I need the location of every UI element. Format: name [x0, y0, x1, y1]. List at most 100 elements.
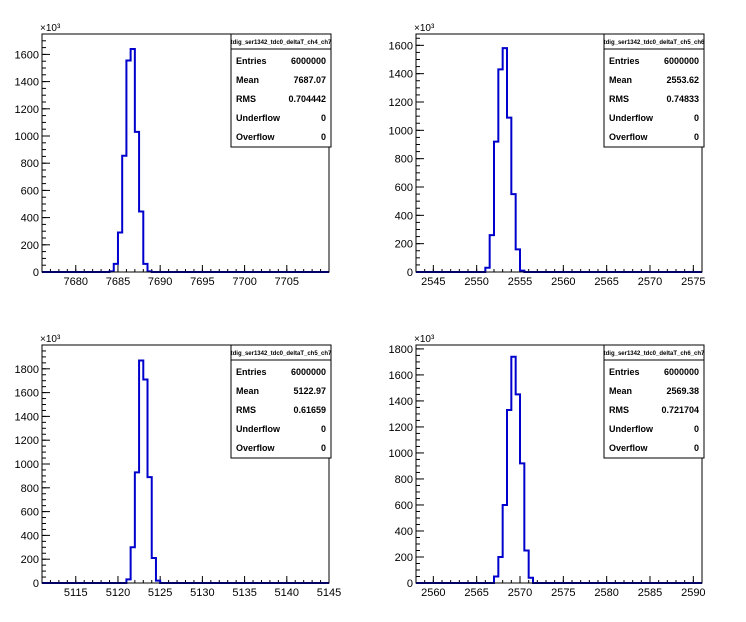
histogram-bin [143, 264, 147, 272]
y-tick-label: 1800 [15, 364, 39, 376]
stats-box: tdig_ser1342_tdc0_deltaT_ch5_ch6 Entries 6… [603, 33, 705, 148]
stats-value: 2553.62 [666, 75, 699, 85]
x-tick-label: 5120 [106, 587, 130, 599]
plot-frame [41, 33, 330, 273]
stats-label: Overflow [609, 132, 649, 142]
x-tick-label: 2550 [464, 276, 488, 288]
stats-value: 0 [321, 424, 326, 434]
y-exponent-label: ×10³ [40, 334, 61, 345]
stats-label: RMS [236, 405, 256, 415]
x-tick-label: 2565 [464, 587, 488, 599]
stats-box: tdig_ser1342_tdc0_deltaT_ch4_ch7 Entries 6… [230, 33, 332, 148]
stats-value: 0 [694, 424, 699, 434]
histogram-bin [131, 547, 135, 583]
histogram-bin [148, 477, 152, 583]
stats-label: Underflow [236, 424, 281, 434]
histogram-bin [135, 472, 139, 583]
y-tick-label: 600 [395, 182, 413, 194]
y-tick-label: 600 [395, 500, 413, 512]
y-exponent-label: ×10³ [414, 23, 435, 34]
histogram-bin [135, 132, 139, 272]
y-tick-label: 1800 [389, 344, 413, 356]
histogram-pad-1: 7680 7685 7690 7695 7700 7705 0 200 400 600 800 100… [15, 23, 333, 288]
histogram-bin [507, 118, 511, 272]
y-tick-label: 1400 [15, 411, 39, 423]
y-tick-label: 1400 [15, 77, 39, 89]
stats-box-frame [230, 344, 332, 459]
histogram-bin [524, 550, 528, 583]
stats-box-frame [230, 33, 332, 148]
x-tick-label: 2590 [681, 587, 705, 599]
histogram-bin [139, 211, 143, 272]
y-tick-label: 1000 [15, 131, 39, 143]
histogram-bin [490, 235, 494, 272]
stats-value: 0 [321, 113, 326, 123]
x-tick-label: 7690 [148, 276, 172, 288]
y-tick-label: 1600 [15, 49, 39, 61]
x-tick-label: 2560 [421, 587, 445, 599]
stats-label: Underflow [609, 113, 654, 123]
histogram-bin [503, 48, 507, 272]
stats-value: 6000000 [291, 367, 326, 377]
y-tick-label: 200 [21, 554, 39, 566]
stats-label: Overflow [609, 443, 649, 453]
stats-value: 2569.38 [666, 386, 699, 396]
y-tick-label: 600 [21, 185, 39, 197]
y-tick-label: 1000 [15, 459, 39, 471]
histogram-line [416, 47, 702, 273]
stats-box-title: tdig_ser1342_tdc0_deltaT_ch6_ch7 [604, 351, 705, 357]
x-tick-label: 5140 [275, 587, 299, 599]
stats-value: 0 [321, 443, 326, 453]
x-tick-label: 7705 [275, 276, 299, 288]
histogram-bin [529, 578, 533, 583]
y-tick-label: 1200 [389, 97, 413, 109]
x-tick-label: 2570 [508, 587, 532, 599]
y-tick-label: 0 [407, 578, 413, 590]
y-tick-label: 400 [21, 213, 39, 225]
y-tick-label: 1200 [15, 104, 39, 116]
x-tick-label: 2560 [551, 276, 575, 288]
y-tick-label: 0 [407, 267, 413, 279]
stats-label: Mean [236, 386, 259, 396]
plot-frame [41, 344, 330, 584]
x-tick-label: 2575 [681, 276, 705, 288]
y-tick-label: 400 [395, 210, 413, 222]
x-tick-label: 2555 [508, 276, 532, 288]
histogram-bin [122, 156, 126, 272]
y-tick-label: 200 [395, 239, 413, 251]
x-tick-label: 2575 [551, 587, 575, 599]
y-tick-label: 0 [33, 578, 39, 590]
histogram-pad-4: 2560 2565 2570 2575 2580 2585 2590 0 200 400 600 80… [389, 334, 706, 599]
x-tick-label: 5145 [317, 587, 341, 599]
histogram-bin [126, 579, 130, 583]
histogram-bin [511, 357, 515, 583]
stats-label: Entries [236, 56, 267, 66]
stats-label: Overflow [236, 443, 276, 453]
y-tick-label: 400 [21, 530, 39, 542]
x-tick-label: 2570 [638, 276, 662, 288]
y-tick-label: 1400 [389, 69, 413, 81]
stats-label: RMS [236, 94, 256, 104]
plot-frame [415, 33, 703, 273]
y-tick-label: 1000 [389, 125, 413, 137]
histogram-bin [131, 49, 135, 272]
x-tick-label: 2580 [594, 587, 618, 599]
histogram-bin [126, 61, 130, 272]
stats-value: 0.704442 [288, 94, 326, 104]
stats-label: Entries [609, 56, 640, 66]
histogram-bin [114, 264, 118, 272]
x-tick-label: 5125 [148, 587, 172, 599]
y-tick-label: 600 [21, 507, 39, 519]
plot-frame [415, 344, 703, 584]
histogram-bin [118, 233, 122, 272]
x-tick-label: 7695 [190, 276, 214, 288]
y-tick-label: 800 [395, 154, 413, 166]
y-tick-label: 1600 [15, 388, 39, 400]
stats-label: Entries [609, 367, 640, 377]
y-tick-label: 800 [395, 474, 413, 486]
stats-value: 6000000 [291, 56, 326, 66]
stats-value: 0 [321, 132, 326, 142]
x-tick-label: 2585 [638, 587, 662, 599]
histogram-bin [507, 410, 511, 583]
histogram-bin [503, 505, 507, 583]
